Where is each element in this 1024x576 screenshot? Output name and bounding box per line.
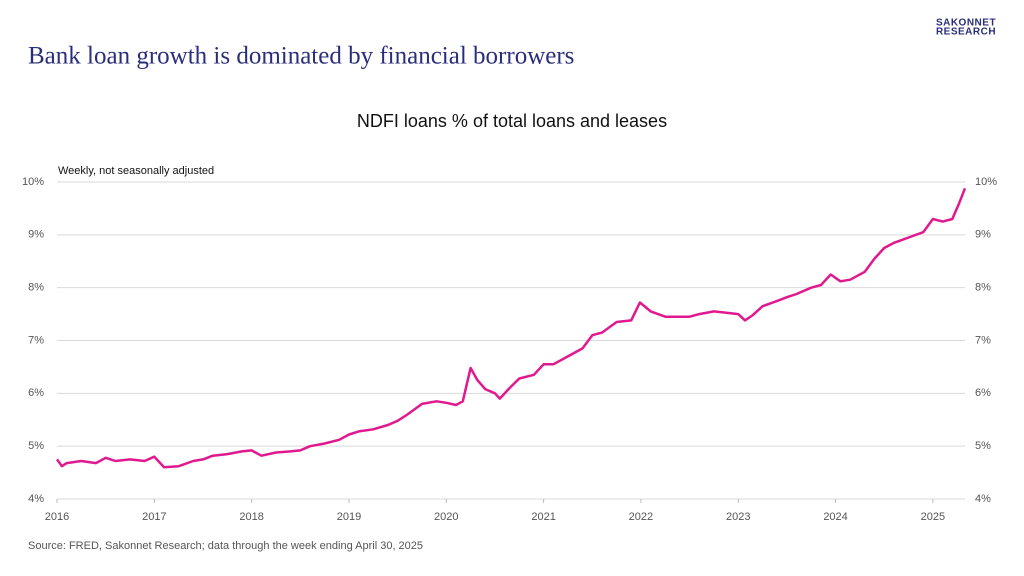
x-tick-label: 2022 xyxy=(629,511,653,523)
y2-tick-label: 5% xyxy=(975,440,991,452)
logo: RESEARCH xyxy=(936,27,996,38)
chart-title: NDFI loans % of total loans and leases xyxy=(357,111,667,131)
y2-tick-label: 10% xyxy=(975,176,997,188)
logo: SAKONNET xyxy=(936,18,996,29)
x-tick-label: 2017 xyxy=(142,511,166,523)
y2-tick-label: 7% xyxy=(975,334,991,346)
y-tick-label: 6% xyxy=(28,387,44,399)
x-tick-label: 2018 xyxy=(239,511,263,523)
slide-title: Bank loan growth is dominated by financi… xyxy=(28,43,574,70)
x-tick-label: 2024 xyxy=(823,511,847,523)
x-tick-label: 2016 xyxy=(45,511,69,523)
y-tick-label: 5% xyxy=(28,440,44,452)
y-tick-label: 10% xyxy=(22,176,44,188)
x-tick-label: 2023 xyxy=(726,511,750,523)
x-tick-label: 2025 xyxy=(921,511,945,523)
y2-tick-label: 6% xyxy=(975,387,991,399)
y2-tick-label: 9% xyxy=(975,229,991,241)
y-tick-label: 4% xyxy=(28,493,44,505)
x-tick-label: 2020 xyxy=(434,511,458,523)
y2-tick-label: 4% xyxy=(975,493,991,505)
x-tick-label: 2021 xyxy=(531,511,555,523)
y-tick-label: 8% xyxy=(28,282,44,294)
y-tick-label: 7% xyxy=(28,334,44,346)
x-tick-label: 2019 xyxy=(337,511,361,523)
data-line xyxy=(55,187,967,469)
note: Weekly, not seasonally adjusted xyxy=(58,165,214,177)
y-tick-label: 9% xyxy=(28,229,44,241)
y2-tick-label: 8% xyxy=(975,282,991,294)
source: Source: FRED, Sakonnet Research; data th… xyxy=(28,540,423,552)
